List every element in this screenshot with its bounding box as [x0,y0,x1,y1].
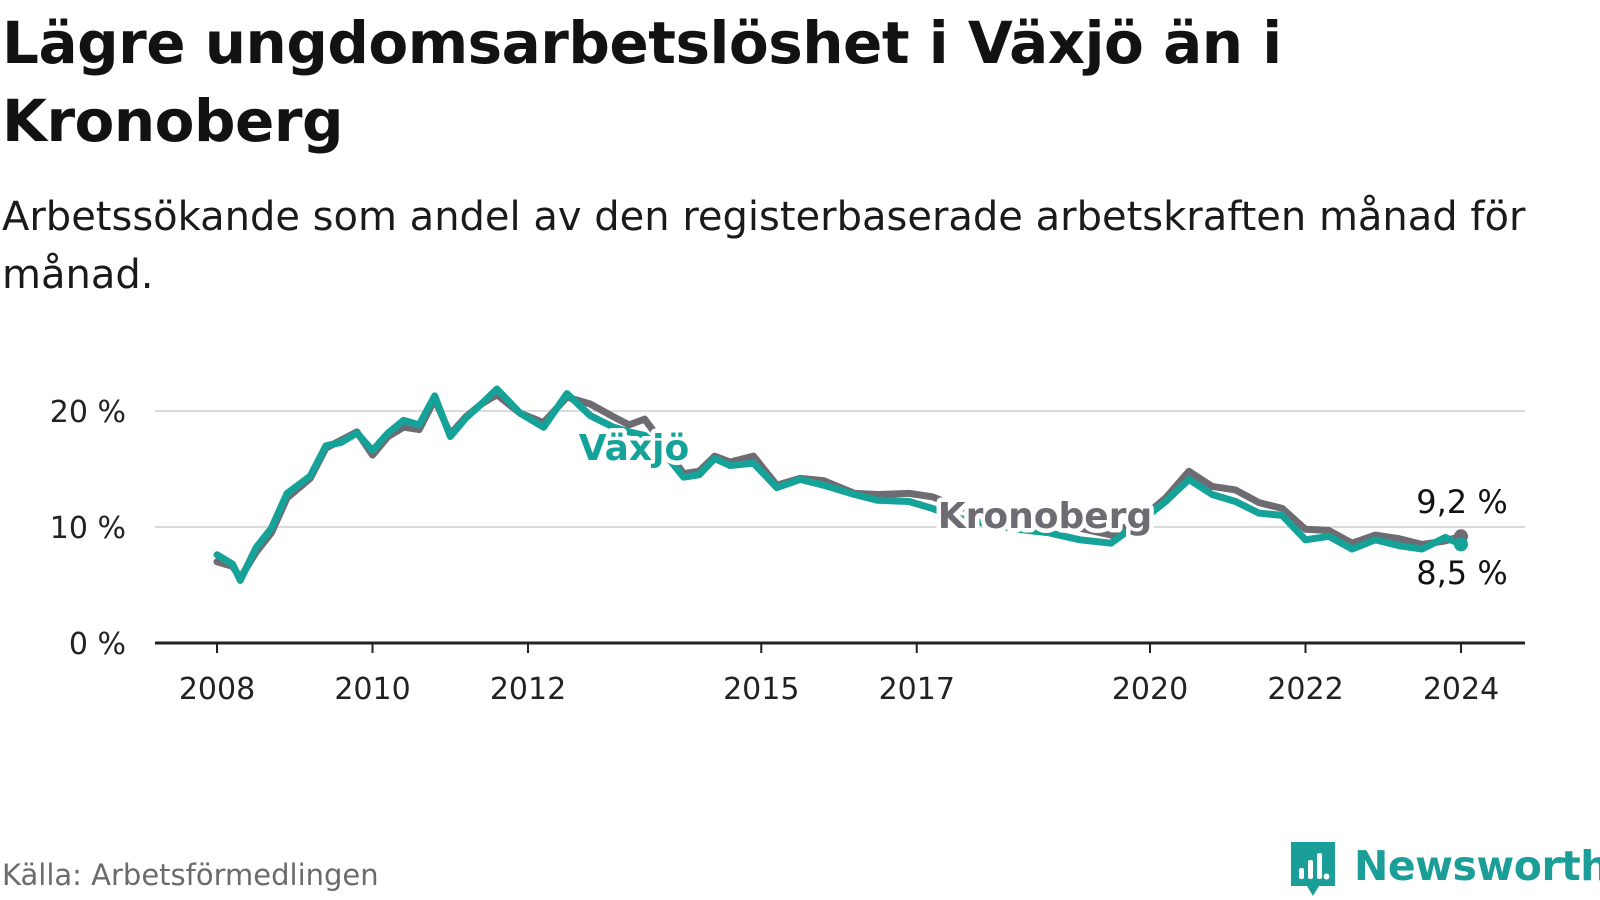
x-tick-label: 2020 [1112,672,1188,707]
x-tick-label: 2015 [723,672,799,707]
series-lines [213,385,1468,584]
end-label-kronoberg: 9,2 % [1416,483,1507,521]
series-label-vaxjo-halo: Växjö [579,428,689,469]
chart-subtitle: Arbetssökande som andel av den registerb… [2,194,1526,298]
x-tick-label: 2024 [1423,672,1499,707]
x-tick-label: 2008 [179,672,255,707]
gridlines [155,410,1525,528]
x-tick-label: 2010 [334,672,410,707]
y-tick-label: 20 % [50,395,126,430]
line-chart: 0 % 10 % 20 % 2008 2010 2012 2015 2017 2020 2022… [50,385,1525,707]
end-point-vaxjo [1454,537,1468,552]
chart-title: Lägre ungdomsarbetslöshet i Växjö än i K… [2,9,1282,155]
series-label-kronoberg-halo: Kronoberg [938,496,1152,537]
newsworthy-logo-icon [1291,842,1335,896]
y-tick-label: 10 % [50,511,126,546]
x-tick-label: 2017 [879,672,955,707]
x-tick-label: 2022 [1267,672,1343,707]
series-label-vaxjo: Växjö [579,428,689,469]
x-axis: 2008 2010 2012 2015 2017 2020 2022 2024 [155,641,1525,707]
series-label-kronoberg: Kronoberg [938,496,1152,537]
brand-logo[interactable]: Newsworthy [1288,836,1600,896]
series-line-vaxjo [213,385,1465,584]
y-tick-label: 0 % [69,627,126,662]
brand-name: Newsworthy [1354,842,1600,890]
end-label-vaxjo: 8,5 % [1416,554,1507,592]
x-tick-label: 2012 [490,672,566,707]
source-note: Källa: Arbetsförmedlingen [2,858,379,892]
y-axis-ticks: 0 % 10 % 20 % [50,395,126,662]
